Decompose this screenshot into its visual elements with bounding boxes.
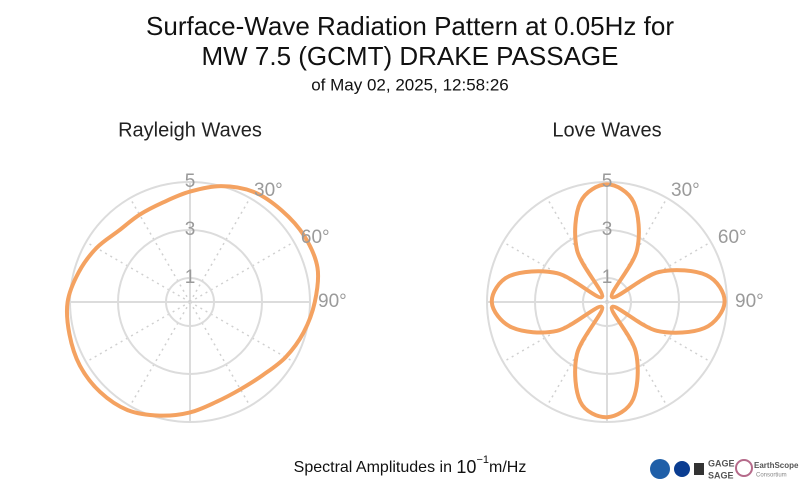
plot-title: Rayleigh Waves: [118, 119, 262, 141]
logo-text: SAGE: [708, 470, 734, 480]
caption-base: 10: [456, 457, 476, 477]
r-tick-label: 3: [185, 219, 196, 240]
theta-tick-label: 60°: [718, 227, 747, 248]
plot-title: Love Waves: [552, 119, 661, 141]
r-tick-label: 3: [602, 219, 613, 240]
theta-tick-label: 30°: [254, 180, 283, 201]
logo-text: Consortium: [756, 473, 787, 479]
logo-text: GAGE: [708, 458, 735, 468]
angle-grid-line: [129, 301, 191, 407]
angle-grid-line: [85, 241, 191, 303]
angle-grid-line: [189, 241, 295, 303]
ring-grid-line: [165, 277, 215, 327]
title-line: Surface-Wave Radiation Pattern at 0.05Hz…: [146, 11, 674, 41]
angle-grid-line: [85, 301, 191, 363]
ring-grid-line: [534, 229, 680, 375]
theta-tick-label: 30°: [671, 180, 700, 201]
ring-grid-line: [117, 229, 263, 375]
angle-grid-line: [189, 197, 251, 303]
title-line: MW 7.5 (GCMT) DRAKE PASSAGE: [201, 41, 618, 71]
angle-grid-line: [129, 197, 191, 303]
caption: Spectral Amplitudes in 10−1m/Hz: [294, 454, 527, 477]
logo-text: EarthScope: [754, 461, 799, 470]
ring-grid-line: [486, 181, 728, 423]
theta-tick-label: 90°: [735, 291, 764, 312]
caption-unit: m/Hz: [489, 459, 526, 476]
caption-exponent: −1: [476, 454, 489, 466]
r-tick-label: 5: [185, 171, 196, 192]
caption-text: Spectral Amplitudes in: [294, 459, 452, 476]
logo-icon: [735, 459, 753, 477]
ring-grid-line: [582, 277, 632, 327]
logo-icon: [650, 459, 670, 479]
r-tick-label: 1: [602, 267, 613, 288]
theta-tick-label: 60°: [301, 227, 330, 248]
logo-icon: [674, 461, 690, 477]
subtitle: of May 02, 2025, 12:58:26: [311, 75, 509, 94]
logo-icon: [694, 463, 704, 475]
theta-tick-label: 90°: [318, 291, 347, 312]
angle-grid-line: [189, 301, 295, 363]
ring-grid-line: [69, 181, 311, 423]
logos: GAGE SAGE EarthScope Consortium: [650, 458, 799, 480]
angle-grid-line: [189, 301, 251, 407]
pattern-curve: [489, 182, 727, 420]
r-tick-label: 1: [185, 267, 196, 288]
pattern-curve: [64, 184, 321, 418]
r-tick-label: 5: [602, 171, 613, 192]
